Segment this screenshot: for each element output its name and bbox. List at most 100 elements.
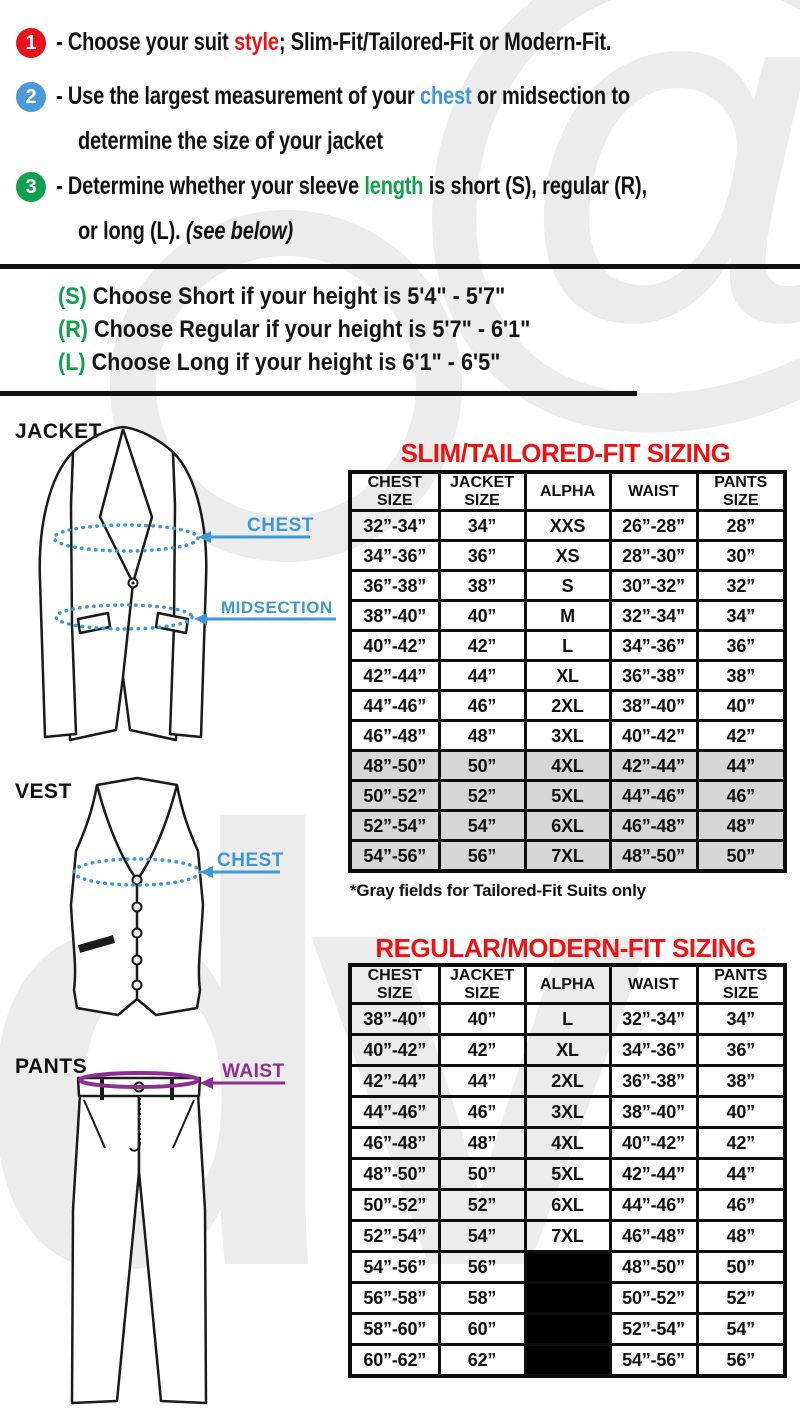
cell-waist: 48”-50” <box>608 1250 699 1285</box>
chest-measure-ellipse <box>52 523 200 553</box>
cell-pants: 36” <box>695 629 787 663</box>
cell-chest: 44”-46” <box>348 689 441 723</box>
cell-waist: 46”-48” <box>608 1219 699 1254</box>
cell-pants: 36” <box>695 1033 787 1068</box>
cell-alpha: XL <box>523 1033 612 1068</box>
header-jacket: JACKET SIZE <box>437 963 527 1006</box>
midsection-arrowhead-icon <box>194 613 207 625</box>
vest-diagram: CHEST <box>69 776 284 1017</box>
cell-waist: 28”-30” <box>608 539 699 573</box>
step-3-badge: 3 <box>16 172 46 202</box>
size-row: 52”-54” 54” 7XL 46”-48” 48” <box>348 1219 787 1254</box>
cell-pants: 32” <box>695 569 787 603</box>
cell-alpha: XL <box>523 659 612 693</box>
size-row: 58”-60” 60” 52”-54” 54” <box>348 1312 787 1347</box>
header-alpha: ALPHA <box>523 470 612 513</box>
cell-waist: 30”-32” <box>608 569 699 603</box>
cell-jacket: 44” <box>437 1064 527 1099</box>
size-row: 50”-52” 52” 6XL 44”-46” 46” <box>348 1188 787 1223</box>
chest-arrowhead-icon <box>198 531 211 543</box>
pants-left-leg <box>70 1092 141 1405</box>
text-segment: Choose Long if your height is 6'1" - 6'5… <box>91 349 501 376</box>
cell-waist: 40”-42” <box>608 1126 699 1161</box>
regular-sizing-table: CHEST SIZE JACKET SIZE ALPHA WAIST PANTS SIZE 3… <box>348 963 787 1379</box>
cell-waist: 42”-44” <box>608 749 699 783</box>
cell-alpha: 7XL <box>523 1219 612 1254</box>
cell-jacket: 54” <box>437 809 527 843</box>
cell-pants: 56” <box>695 1343 787 1378</box>
cell-chest: 58”-60” <box>348 1312 441 1347</box>
cell-alpha <box>523 1312 612 1347</box>
cell-chest: 40”-42” <box>348 629 441 663</box>
divider-bottom <box>0 391 637 396</box>
cell-chest: 50”-52” <box>348 1188 441 1223</box>
text-segment: - Use the largest measurement of your <box>56 82 421 110</box>
cell-jacket: 48” <box>437 719 527 753</box>
cell-pants: 42” <box>695 1126 787 1161</box>
cell-pants: 50” <box>695 1250 787 1285</box>
text-segment: chest <box>420 82 472 110</box>
vest-right-collar <box>135 784 179 881</box>
jacket-button-center <box>131 581 135 585</box>
cell-waist: 44”-46” <box>608 1188 699 1223</box>
header-pants: PANTS SIZE <box>695 470 787 513</box>
header-alpha: ALPHA <box>523 963 612 1006</box>
cell-jacket: 48” <box>437 1126 527 1161</box>
cell-pants: 30” <box>695 539 787 573</box>
header-waist: WAIST <box>608 963 699 1006</box>
size-row: 42”-44” 44” 2XL 36”-38” 38” <box>348 1064 787 1099</box>
cell-alpha: 5XL <box>523 1157 612 1192</box>
chest-annotation-label: CHEST <box>247 515 314 536</box>
cell-alpha: L <box>523 1002 612 1037</box>
cell-pants: 40” <box>695 689 787 723</box>
cell-pants: 44” <box>695 749 787 783</box>
cell-pants: 44” <box>695 1157 787 1192</box>
cell-pants: 28” <box>695 509 787 543</box>
size-row: 48”-50” 50” 4XL 42”-44” 44” <box>348 749 787 783</box>
cell-jacket: 62” <box>437 1343 527 1378</box>
text-segment: Choose Regular if your height is 5'7" - … <box>93 316 531 343</box>
slim-table-title: SLIM/TAILORED-FIT SIZING <box>400 438 731 468</box>
vest-figure-label: VEST <box>15 780 72 803</box>
cell-pants: 34” <box>695 1002 787 1037</box>
cell-jacket: 52” <box>437 1188 527 1223</box>
text-segment: - Choose your suit <box>56 28 235 56</box>
watermark-at-glyph: @ <box>400 0 800 430</box>
size-row: 60”-62” 62” 54”-56” 56” <box>348 1343 787 1378</box>
cell-pants: 38” <box>695 1064 787 1099</box>
cell-jacket: 42” <box>437 629 527 663</box>
cell-jacket: 56” <box>437 839 527 873</box>
text-segment: or midsection to <box>471 82 630 110</box>
size-row: 54”-56” 56” 48”-50” 50” <box>348 1250 787 1285</box>
pants-fly-hook <box>129 1141 141 1152</box>
size-row: 38”-40” 40” M 32”-34” 34” <box>348 599 787 633</box>
header-waist: WAIST <box>608 470 699 513</box>
size-row: 52”-54” 54” 6XL 46”-48” 48” <box>348 809 787 843</box>
cell-alpha <box>523 1250 612 1285</box>
cell-alpha: 6XL <box>523 1188 612 1223</box>
cell-waist: 26”-28” <box>608 509 699 543</box>
cell-waist: 36”-38” <box>608 1064 699 1099</box>
size-row: 44”-46” 46” 3XL 38”-40” 40” <box>348 1095 787 1130</box>
size-row: 48”-50” 50” 5XL 42”-44” 44” <box>348 1157 787 1192</box>
vest-chest-annotation-label: CHEST <box>217 850 284 871</box>
regular-table-title: REGULAR/MODERN-FIT SIZING <box>375 933 756 963</box>
cell-jacket: 52” <box>437 779 527 813</box>
cell-chest: 46”-48” <box>348 719 441 753</box>
jacket-right-lapel <box>121 428 154 584</box>
text-segment: length <box>364 172 424 200</box>
vest-left-collar <box>95 784 139 881</box>
jacket-figure-label: JACKET <box>15 420 103 443</box>
pants-belt-loops <box>100 1077 174 1100</box>
jacket-diagram: CHEST MIDSECTION <box>38 425 336 742</box>
slim-table-body: 32”-34” 34” XXS 26”-28” 28” 34”-36” 36” XS 28”-3… <box>348 509 787 873</box>
cell-chest: 42”-44” <box>348 1064 441 1099</box>
cell-waist: 34”-36” <box>608 1033 699 1068</box>
text-segment: Choose Short if your height is 5'4" - 5'… <box>92 283 506 310</box>
header-chest: CHEST SIZE <box>348 470 441 513</box>
cell-alpha <box>523 1281 612 1316</box>
step-3-text: - Determine whether your sleeve length i… <box>56 172 647 201</box>
gray-fields-note: *Gray fields for Tailored-Fit Suits only <box>350 881 646 900</box>
jacket-left-sleeve <box>38 450 78 739</box>
